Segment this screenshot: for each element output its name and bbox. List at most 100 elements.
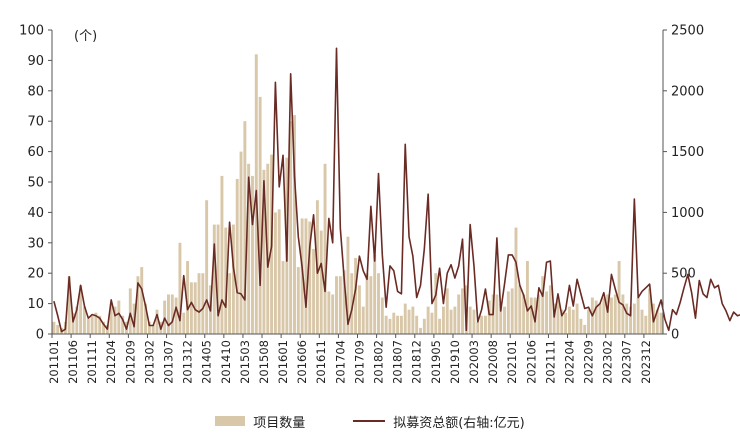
bar [136,276,140,334]
bar [548,285,552,334]
x-tick-label: 201709 [352,340,366,384]
x-tick-label: 201910 [448,340,462,384]
x-tick-label: 201302 [142,340,156,384]
bar [621,294,625,334]
axes [51,30,664,335]
x-tick-label: 202003 [467,340,481,384]
bar [552,303,556,334]
bar [617,261,621,334]
bar [506,291,510,334]
left-tick-label: 30 [27,236,44,251]
x-tick-label: 201312 [181,340,195,384]
bar [201,273,205,334]
left-tick-label: 10 [27,297,44,312]
bar [514,227,518,334]
bar [205,200,209,334]
bar [189,282,193,334]
bar [342,270,346,334]
bar [357,285,361,334]
bar [220,175,224,334]
bar [231,224,235,334]
x-tick-label: 201807 [391,340,405,384]
x-tick-label: 202101 [505,340,519,384]
bar [399,315,403,334]
series-line [53,47,740,333]
right-tick-label: 1000 [671,206,704,221]
bar [52,321,56,334]
right-axis-ticks: 0 500 1000 1500 2000 2500 [663,24,704,343]
line-series-fundraising-amount [53,47,740,333]
bar [247,163,251,334]
bar [289,121,293,334]
bar [239,151,243,334]
bar [426,306,430,334]
bar [483,315,487,334]
bar [453,306,457,334]
bar [541,276,545,334]
right-tick-label: 2000 [671,84,704,99]
left-axis-ticks: 0 10 20 30 40 50 60 70 80 90 100 [19,24,52,343]
left-axis-unit-label: (个) [74,29,97,44]
bar [564,312,568,334]
bar [354,258,358,334]
bar [338,276,342,334]
bar [197,273,201,334]
bar [331,294,335,334]
x-tick-label: 201704 [333,340,347,384]
bar [594,300,598,334]
bar [67,276,71,334]
bar [56,324,60,334]
right-tick-label: 500 [671,267,696,282]
x-tick-label: 201410 [219,340,233,384]
bar [644,315,648,334]
legend-swatch-bar [215,416,246,426]
bar [243,121,247,334]
bar [411,306,415,334]
bar [186,261,190,334]
bar [640,309,644,334]
legend-item-bar: 项目数量 [215,412,305,431]
bar [262,169,266,334]
left-tick-label: 0 [36,328,44,343]
bar [476,321,480,334]
bar [625,303,629,334]
bar [369,276,373,334]
bar [438,318,442,334]
bar [167,294,170,334]
bar [659,312,663,334]
bar [445,288,449,334]
bar [556,300,560,334]
bar [296,267,300,334]
bar [75,306,79,334]
x-tick-label: 202008 [486,340,500,384]
x-tick-label: 201503 [238,340,252,384]
bar [579,318,583,334]
x-tick-label: 201812 [410,340,424,384]
bar [113,306,117,334]
bar [567,306,571,334]
bar [216,224,220,334]
bar [575,303,579,334]
bar [182,312,186,334]
bar [468,306,472,334]
x-tick-label: 201802 [372,340,386,384]
bar [487,300,491,334]
bar [510,288,514,334]
bar [163,300,167,334]
x-tick-label: 202106 [524,340,538,384]
bar [403,303,407,334]
left-tick-label: 80 [27,84,44,99]
left-tick-label: 20 [27,267,44,282]
left-tick-label: 50 [27,176,44,191]
bar [495,294,499,334]
bar [319,230,323,334]
bar [518,285,522,334]
left-tick-label: 70 [27,115,44,130]
bar [430,312,434,334]
left-tick-label: 100 [19,24,44,39]
bar [273,212,277,334]
x-tick-label: 201106 [66,340,80,384]
x-tick-label: 201101 [47,340,61,384]
bar [346,236,350,334]
